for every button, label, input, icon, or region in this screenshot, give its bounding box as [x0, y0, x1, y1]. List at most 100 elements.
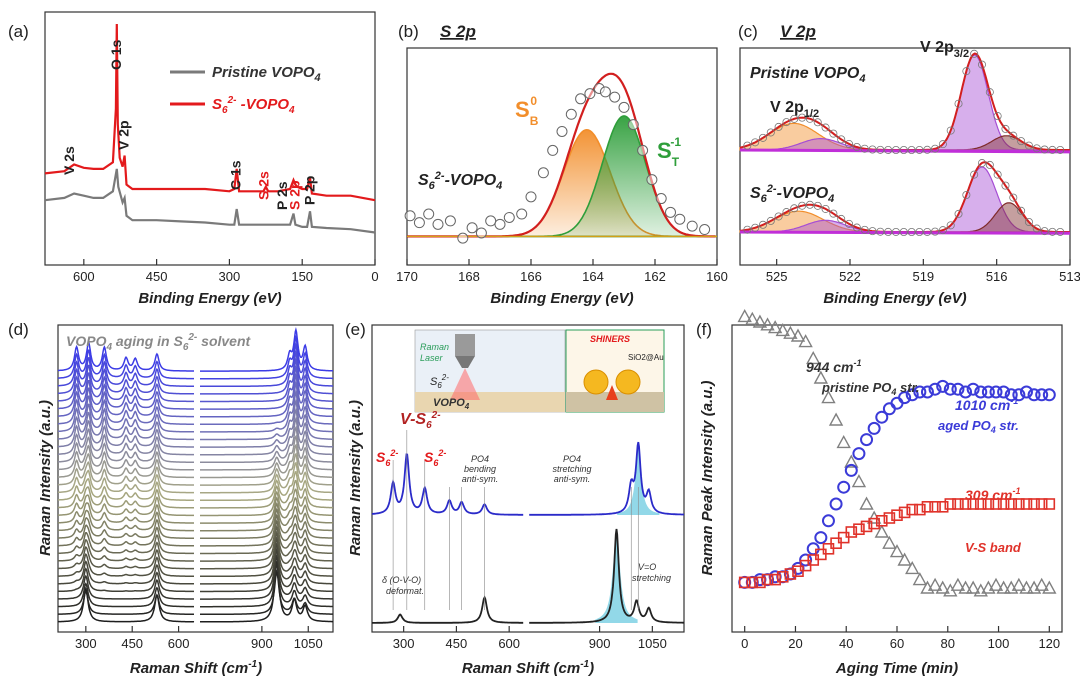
panel-c-spec1-point [774, 212, 783, 221]
panel-c-spec0-point [751, 138, 760, 147]
panel-e-series-1 [372, 528, 684, 624]
legend-label-s6: S62- -VOPO4 [212, 95, 295, 116]
panel-c-xtick-label-0: 525 [766, 269, 788, 284]
panel-f-s2-point-35 [1005, 498, 1018, 510]
po4-bending-2: bending [464, 464, 496, 474]
v2p32-label: V 2p3/2 [920, 39, 969, 60]
panel-a-xtick-label-0: 600 [73, 269, 95, 284]
panel-d-spectrum-19 [58, 443, 333, 479]
v2p12-label: V 2p1/2 [770, 99, 819, 120]
panel-d-spectrum-12 [58, 502, 333, 532]
panel-c-spec1-point [1032, 224, 1041, 233]
panel-c-spec0-point [1056, 145, 1065, 154]
panel-c-spec0-point [962, 67, 971, 76]
panel-f-s1-point-26 [936, 379, 950, 393]
panel-d-spectrum-20 [58, 434, 333, 471]
panel-b-point-9 [494, 218, 506, 230]
panel-d-spectrum-5 [58, 542, 333, 585]
panel-d-spectrum-23 [57, 407, 333, 448]
panel-e-ylabel: Raman Intensity (a.u.) [347, 400, 364, 556]
label-1010: 1010 cm-1 [955, 396, 1018, 413]
panel-c-xtick-label-3: 516 [986, 269, 1008, 284]
panel-a-peak-label-7: P 2p [301, 176, 317, 205]
panel-f-s2-point-3 [761, 573, 774, 586]
panel-d-xtick-label-3: 900 [251, 636, 273, 651]
panel-c-spec1-point [860, 225, 869, 234]
legend-label-pristine: Pristine VOPO4 [212, 64, 321, 84]
panel-f-s2-point-34 [997, 498, 1010, 510]
panel-b-point-2 [423, 208, 435, 220]
panel-a-peak-label-5: P 2s [274, 181, 290, 210]
panel-c-spec0-point [1009, 131, 1018, 140]
po4-bending-1: PO4 [471, 454, 489, 464]
panel-d-spectrum-10 [58, 513, 333, 547]
panel-a-peak-label-0: O 1s [108, 39, 124, 70]
panel-d-spectrum-31 [58, 342, 333, 388]
panel-c-spec1-point [1040, 227, 1049, 236]
panel-f-s0-point-1 [745, 311, 760, 325]
panel-b-xtick-label-1: 168 [458, 269, 480, 284]
panel-c-spec0-point [790, 114, 799, 123]
label-309: 309 cm-1 [965, 486, 1021, 503]
label-944b: pristine PO4 str. [821, 380, 920, 397]
panel-a-peak-label-4: S 2s [255, 171, 271, 200]
panel-b-xtick-label-0: 170 [396, 269, 418, 284]
panel-b-label: (b) [398, 22, 419, 41]
panel-b-point-10 [503, 211, 515, 223]
panel-c-spec0-point [970, 49, 979, 58]
panel-b-point-22 [618, 101, 630, 113]
panel-f-xtick-label-5: 100 [988, 636, 1010, 651]
panel-a-xlabel: Binding Energy (eV) [138, 290, 281, 307]
panel-c-spec0-point [1032, 144, 1041, 153]
panel-f-s0-point-34 [996, 580, 1011, 594]
panel-f-s0-point-5 [775, 322, 790, 337]
panel-c-spec1-point [993, 170, 1002, 179]
panel-d: (d) 300 450 600 900 1050 VOPO4 aging in S62-… [8, 320, 334, 677]
panel-d-spectrum-28 [58, 365, 333, 410]
panel-e-series-0 [371, 441, 684, 516]
panel-f-s1-point-40 [1042, 388, 1056, 402]
panel-f-s2-point-38 [1028, 498, 1040, 510]
panel-f-s1-point-14 [844, 463, 858, 477]
panel-c-spec0-point [845, 139, 854, 148]
panel-f-xtick-label-0: 0 [741, 636, 748, 651]
inset-shiners-label: SHINERS [590, 334, 630, 344]
panel-f-s0-point-7 [790, 328, 806, 342]
panel-b-point-16 [565, 108, 577, 120]
panel-c-spec0-point [782, 118, 791, 127]
panel-c-spec1-point [790, 204, 799, 213]
panel-b-sample-label: S62--VOPO4 [418, 170, 502, 192]
st-1-label: ST-1 [657, 135, 681, 169]
panel-d-frame [57, 324, 334, 633]
panel-c-spec1-point [907, 227, 916, 236]
panel-f-s1-point-18 [875, 410, 889, 424]
panel-f-s2-point-2 [754, 576, 766, 589]
panel-f-s0-point-31 [973, 583, 988, 597]
panel-e-plot: 300 450 600 900 1050 [371, 430, 684, 651]
panel-b: (b) S 2p 170 168 166 164 162 160 Binding Ener… [396, 22, 728, 307]
panel-d-spectrum-2 [58, 561, 333, 608]
sb0-label: SB0 [515, 94, 539, 128]
panel-b-xtick-label-2: 166 [520, 269, 542, 284]
panel-f-s1-point-27 [943, 382, 957, 396]
panel-f-s1-point-19 [882, 402, 896, 416]
panel-f-s1-point-38 [1027, 388, 1041, 402]
panel-b-point-26 [655, 193, 667, 205]
panel-d-spectrum-6 [58, 536, 333, 578]
panel-b-point-12 [525, 191, 537, 203]
panel-b-point-4 [444, 215, 456, 227]
panel-c-spec1-point [743, 225, 752, 234]
panel-c-spec0-point [1040, 145, 1049, 154]
panel-f-s1-point-17 [867, 421, 881, 435]
panel-b-point-25 [646, 174, 658, 186]
panel-f-s2-point-28 [952, 498, 964, 510]
panel-d-spectrum-4 [58, 547, 333, 593]
panel-c-spec0-point [766, 128, 775, 137]
panel-c-spec0-point [931, 144, 940, 153]
panel-d-spectrum-13 [57, 496, 334, 524]
panel-f-s2-point-17 [868, 517, 880, 530]
panel-d-spectrum-33 [58, 327, 333, 372]
panel-b-point-5 [457, 232, 469, 244]
panel-c-spec1-point [1009, 193, 1018, 202]
panel-f-s0-point-36 [1011, 577, 1027, 591]
